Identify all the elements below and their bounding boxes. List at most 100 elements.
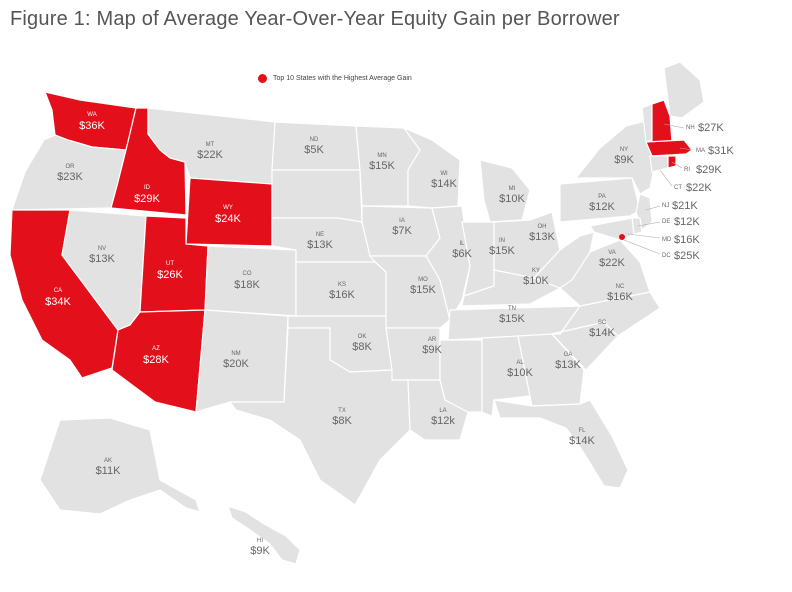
label-md-abbr: MD — [662, 237, 672, 243]
label-in-value: $15K — [489, 245, 515, 257]
label-ks-abbr: KS — [338, 282, 346, 288]
state-ms[interactable] — [439, 339, 483, 413]
state-nh[interactable] — [651, 99, 673, 143]
label-tx-abbr: TX — [338, 408, 346, 414]
label-ne-abbr: NE — [316, 232, 324, 238]
label-or-abbr: OR — [66, 164, 76, 170]
label-de-value: $12K — [674, 216, 700, 228]
label-la-value: $12k — [431, 415, 455, 427]
label-dc-abbr: DC — [662, 253, 671, 259]
label-al-abbr: AL — [516, 360, 524, 366]
label-ia-value: $7K — [392, 225, 412, 237]
label-pa-value: $12K — [589, 201, 615, 213]
label-oh-abbr: OH — [538, 224, 547, 230]
label-ct-value: $22K — [686, 182, 712, 194]
label-ar-value: $9K — [422, 344, 442, 356]
state-wv[interactable] — [532, 231, 595, 289]
state-wi[interactable] — [402, 126, 461, 209]
label-wy-abbr: WY — [223, 205, 233, 211]
label-wi-value: $14K — [431, 178, 457, 190]
label-ok-value: $8K — [352, 341, 372, 353]
label-il-value: $6K — [452, 248, 472, 260]
state-mi[interactable] — [479, 159, 531, 223]
map-legend: Top 10 States with the Highest Average G… — [258, 74, 412, 83]
label-nj-abbr: NJ — [662, 203, 669, 209]
label-sc-value: $14K — [589, 327, 615, 339]
label-dc-value: $25K — [674, 250, 700, 262]
label-ga-value: $13K — [555, 359, 581, 371]
state-fl[interactable] — [493, 399, 629, 489]
label-nm-abbr: NM — [231, 351, 240, 357]
label-nc-value: $16K — [607, 291, 633, 303]
label-sc-abbr: SC — [598, 320, 607, 326]
label-nv-abbr: NV — [98, 246, 106, 252]
state-ct[interactable] — [649, 155, 669, 173]
leader-lines — [623, 123, 693, 255]
label-ct-abbr: CT — [674, 185, 682, 191]
label-ok-abbr: OK — [358, 334, 367, 340]
label-nd-value: $5K — [304, 144, 324, 156]
dc-marker-icon — [619, 234, 625, 240]
label-ca-value: $34K — [45, 296, 71, 308]
label-wy-value: $24K — [215, 213, 241, 225]
label-ne-value: $13K — [307, 239, 333, 251]
label-nm-value: $20K — [223, 358, 249, 370]
label-ma-abbr: MA — [696, 148, 705, 154]
label-hi-value: $9K — [250, 545, 270, 557]
label-ut-abbr: UT — [166, 261, 174, 267]
label-ny-value: $9K — [614, 154, 634, 166]
label-wi-abbr: WI — [440, 171, 448, 177]
label-az-value: $28K — [143, 354, 169, 366]
label-wa-abbr: WA — [87, 112, 96, 118]
label-ma-value: $31K — [708, 145, 734, 157]
label-mo-abbr: MO — [418, 277, 428, 283]
label-id-abbr: ID — [144, 185, 151, 191]
label-co-value: $18K — [234, 279, 260, 291]
label-la-abbr: LA — [439, 408, 446, 414]
label-fl-value: $14K — [569, 435, 595, 447]
label-az-abbr: AZ — [152, 346, 160, 352]
label-mn-value: $15K — [369, 160, 395, 172]
state-labels: WA $36K OR $23K CA $34K ID $29K NV $13K … — [45, 112, 734, 557]
label-il-abbr: IL — [459, 241, 465, 247]
label-nh-value: $27K — [698, 122, 724, 134]
state-hi[interactable] — [227, 505, 301, 565]
legend-label: Top 10 States with the Highest Average G… — [273, 75, 412, 82]
label-ca-abbr: CA — [54, 288, 62, 294]
state-ak[interactable] — [39, 417, 201, 515]
label-va-abbr: VA — [608, 250, 616, 256]
label-mn-abbr: MN — [377, 153, 386, 159]
label-mi-value: $10K — [499, 193, 525, 205]
label-nd-abbr: ND — [310, 137, 319, 143]
label-ia-abbr: IA — [399, 218, 405, 224]
label-ny-abbr: NY — [620, 147, 628, 153]
label-co-abbr: CO — [243, 271, 252, 277]
state-pa[interactable] — [559, 177, 641, 223]
label-nv-value: $13K — [89, 253, 115, 265]
label-tx-value: $8K — [332, 415, 352, 427]
state-me[interactable] — [663, 61, 705, 119]
state-md[interactable] — [588, 217, 635, 241]
state-sd[interactable] — [271, 169, 363, 223]
state-wy[interactable] — [185, 177, 273, 247]
state-tx[interactable] — [228, 327, 411, 506]
label-mt-abbr: MT — [206, 142, 215, 148]
label-md-value: $16K — [674, 234, 700, 246]
label-al-value: $10K — [507, 367, 533, 379]
label-ut-value: $26K — [157, 269, 183, 281]
label-ar-abbr: AR — [428, 337, 437, 343]
legend-marker-icon — [258, 74, 267, 83]
label-mi-abbr: MI — [509, 186, 516, 192]
label-ky-value: $10K — [523, 275, 549, 287]
label-tn-value: $15K — [499, 313, 525, 325]
label-tn-abbr: TN — [508, 306, 516, 312]
label-fl-abbr: FL — [578, 428, 586, 434]
label-ak-abbr: AK — [104, 458, 112, 464]
state-ma[interactable] — [645, 139, 693, 157]
label-mt-value: $22K — [197, 149, 223, 161]
label-mo-value: $15K — [410, 284, 436, 296]
figure-title: Figure 1: Map of Average Year-Over-Year … — [10, 8, 620, 30]
label-wa-value: $36K — [79, 120, 105, 132]
label-pa-abbr: PA — [598, 194, 606, 200]
label-or-value: $23K — [57, 171, 83, 183]
